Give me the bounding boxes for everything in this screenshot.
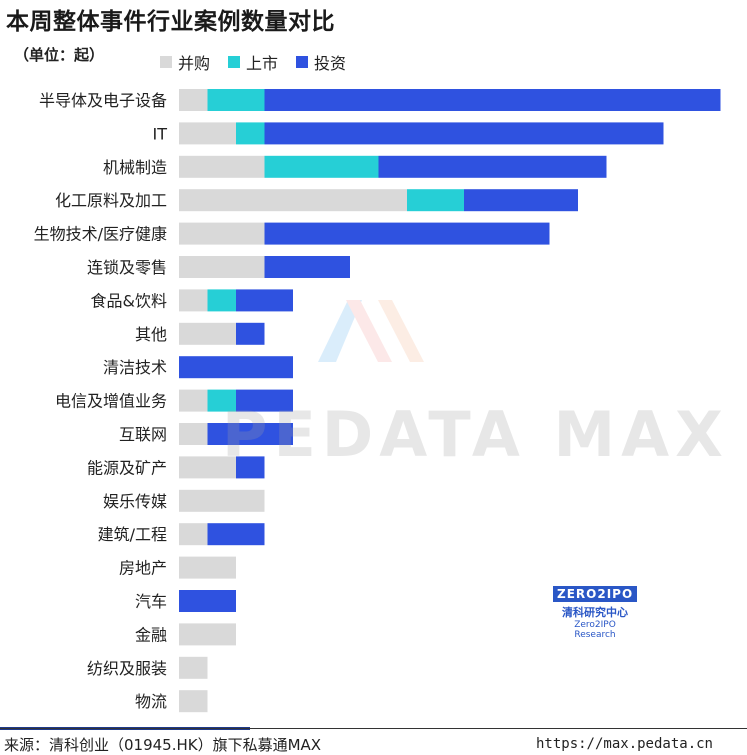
- legend-item-mna: 并购: [160, 50, 210, 74]
- bar-segment-investment: [179, 590, 236, 612]
- watermark-text: PEDATA MAX: [222, 398, 729, 471]
- bar-segment-mna: [179, 222, 265, 245]
- bar-segment-mna: [179, 322, 236, 345]
- category-label: IT: [153, 124, 168, 143]
- chart-title: 本周整体事件行业案例数量对比: [6, 9, 335, 35]
- watermark-logo-icon: [318, 300, 424, 362]
- bars-group: [179, 89, 721, 713]
- legend-swatch-mna: [160, 56, 172, 68]
- bar-segment-mna: [179, 89, 208, 111]
- legend-label-mna: 并购: [178, 54, 211, 73]
- category-label: 纺织及服装: [87, 659, 167, 678]
- bar-segment-mna: [179, 556, 236, 579]
- bar-segment-mna: [179, 389, 208, 412]
- category-label: 清洁技术: [103, 358, 167, 377]
- category-label: 半导体及电子设备: [39, 91, 167, 110]
- logo-cn: 清科研究中心: [562, 606, 628, 619]
- category-label: 食品&饮料: [91, 291, 167, 310]
- footer-divider: [0, 728, 747, 729]
- category-label: 娱乐传媒: [103, 492, 167, 511]
- bar-segment-investment: [464, 189, 578, 212]
- bar-segment-ipo: [207, 389, 236, 412]
- category-label: 互联网: [119, 425, 167, 444]
- legend-label-investment: 投资: [314, 54, 347, 73]
- bar-segment-ipo: [207, 289, 236, 312]
- bar-segment-ipo: [407, 189, 464, 212]
- category-label: 金融: [135, 625, 167, 644]
- legend-label-ipo: 上市: [246, 54, 279, 73]
- bar-segment-mna: [179, 423, 208, 445]
- bar-segment-ipo: [207, 89, 265, 111]
- bar-segment-mna: [179, 690, 208, 713]
- category-labels: 半导体及电子设备 IT 机械制造化工原料及加工生物技术/医疗健康连锁及零售食品&饮料…: [34, 91, 168, 711]
- category-label: 建筑/工程: [98, 525, 167, 544]
- zero2ipo-logo: ZERO2IPO 清科研究中心 Zero2IPO Research: [553, 583, 638, 640]
- bar-segment-mna: [179, 155, 265, 178]
- bar-segment-investment: [264, 89, 721, 111]
- bar-segment-investment: [236, 456, 265, 479]
- bar-segment-investment: [236, 289, 293, 312]
- site-url: https://max.pedata.cn: [535, 736, 713, 752]
- legend-swatch-ipo: [228, 56, 241, 68]
- bar-segment-investment: [207, 423, 293, 445]
- bar-segment-mna: [179, 623, 236, 646]
- category-label: 电信及增值业务: [55, 392, 167, 411]
- bar-segment-investment: [236, 389, 293, 412]
- bar-segment-investment: [264, 256, 350, 278]
- bar-segment-mna: [179, 456, 236, 479]
- logo-en: Zero2IPO Research: [574, 620, 616, 640]
- category-label: 生物技术/医疗健康: [34, 225, 167, 244]
- bar-segment-investment: [236, 322, 265, 345]
- category-label: 房地产: [119, 559, 167, 578]
- category-label: 化工原料及加工: [55, 191, 167, 210]
- legend-swatch-investment: [296, 56, 309, 68]
- bar-segment-investment: [207, 523, 265, 546]
- bar-segment-mna: [179, 256, 265, 278]
- category-label: 其他: [135, 325, 167, 344]
- legend: 并购 上市 投资: [160, 50, 364, 74]
- category-label: 机械制造: [103, 158, 167, 177]
- unit-label: （单位：起）: [14, 46, 105, 64]
- legend-item-ipo: 上市: [228, 50, 278, 74]
- legend-item-investment: 投资: [296, 50, 346, 74]
- category-label: 汽车: [135, 592, 167, 611]
- category-label: 物流: [135, 692, 167, 711]
- bar-segment-mna: [179, 523, 208, 546]
- bar-segment-investment: [378, 155, 607, 178]
- bar-segment-mna: [179, 122, 236, 145]
- bar-segment-mna: [179, 289, 208, 312]
- bar-segment-ipo: [236, 122, 265, 145]
- source-text: 来源：清科创业（01945.HK）旗下私募通MAX: [4, 736, 322, 754]
- category-label: 能源及矿产: [87, 458, 167, 477]
- category-label: 连锁及零售: [87, 258, 167, 277]
- bar-segment-investment: [179, 356, 293, 379]
- bar-segment-mna: [179, 656, 208, 679]
- bar-segment-mna: [179, 489, 265, 512]
- logo-brand: ZERO2IPO: [553, 586, 638, 602]
- bar-segment-mna: [179, 189, 407, 212]
- bar-segment-investment: [264, 222, 550, 245]
- bar-segment-ipo: [264, 155, 379, 178]
- bar-chart: 半导体及电子设备 IT 机械制造化工原料及加工生物技术/医疗健康连锁及零售食品&饮料…: [34, 89, 721, 713]
- bar-segment-investment: [264, 122, 664, 145]
